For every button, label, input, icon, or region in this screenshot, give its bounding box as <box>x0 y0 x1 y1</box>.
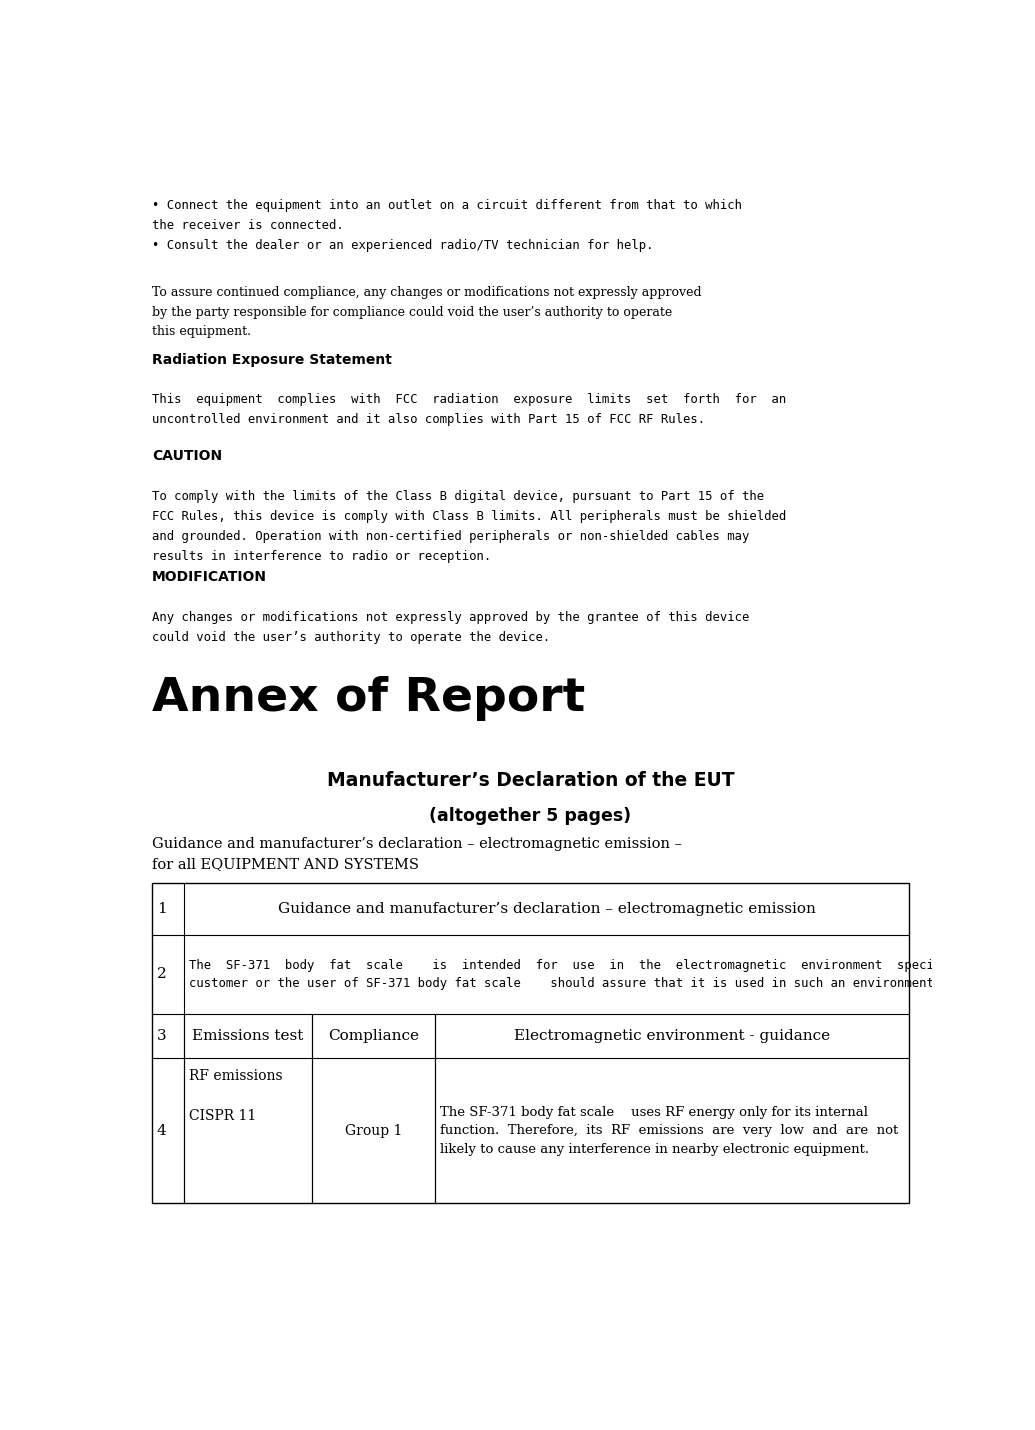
Text: Radiation Exposure Statement: Radiation Exposure Statement <box>152 353 391 368</box>
Bar <box>152 882 909 1203</box>
Text: Compliance: Compliance <box>328 1030 419 1042</box>
Text: • Consult the dealer or an experienced radio/TV technician for help.: • Consult the dealer or an experienced r… <box>152 239 653 252</box>
Text: Electromagnetic environment - guidance: Electromagnetic environment - guidance <box>514 1030 830 1042</box>
Text: Group 1: Group 1 <box>345 1124 402 1138</box>
Text: 1: 1 <box>156 902 167 915</box>
Text: 4: 4 <box>156 1124 167 1138</box>
Text: The SF-371 body fat scale    uses RF energy only for its internal
function.  The: The SF-371 body fat scale uses RF energy… <box>440 1105 898 1155</box>
Text: Manufacturer’s Declaration of the EUT: Manufacturer’s Declaration of the EUT <box>327 771 734 789</box>
Text: 3: 3 <box>156 1030 167 1042</box>
Text: • Connect the equipment into an outlet on a circuit different from that to which: • Connect the equipment into an outlet o… <box>152 199 742 232</box>
Text: Any changes or modifications not expressly approved by the grantee of this devic: Any changes or modifications not express… <box>152 611 749 644</box>
Text: (altogether 5 pages): (altogether 5 pages) <box>430 807 631 825</box>
Text: Annex of Report: Annex of Report <box>152 676 585 721</box>
Text: To comply with the limits of the Class B digital device, pursuant to Part 15 of : To comply with the limits of the Class B… <box>152 490 787 563</box>
Text: Guidance and manufacturer’s declaration – electromagnetic emission: Guidance and manufacturer’s declaration … <box>277 902 816 915</box>
Text: RF emissions

CISPR 11: RF emissions CISPR 11 <box>189 1070 283 1123</box>
Text: MODIFICATION: MODIFICATION <box>152 571 267 585</box>
Text: Emissions test: Emissions test <box>193 1030 303 1042</box>
Text: 2: 2 <box>156 967 167 981</box>
Text: The  SF-371  body  fat  scale    is  intended  for  use  in  the  electromagneti: The SF-371 body fat scale is intended fo… <box>189 958 1035 990</box>
Text: CAUTION: CAUTION <box>152 449 221 463</box>
Text: Guidance and manufacturer’s declaration – electromagnetic emission –
for all EQU: Guidance and manufacturer’s declaration … <box>152 837 682 871</box>
Text: This  equipment  complies  with  FCC  radiation  exposure  limits  set  forth  f: This equipment complies with FCC radiati… <box>152 393 787 426</box>
Text: To assure continued compliance, any changes or modifications not expressly appro: To assure continued compliance, any chan… <box>152 286 702 337</box>
